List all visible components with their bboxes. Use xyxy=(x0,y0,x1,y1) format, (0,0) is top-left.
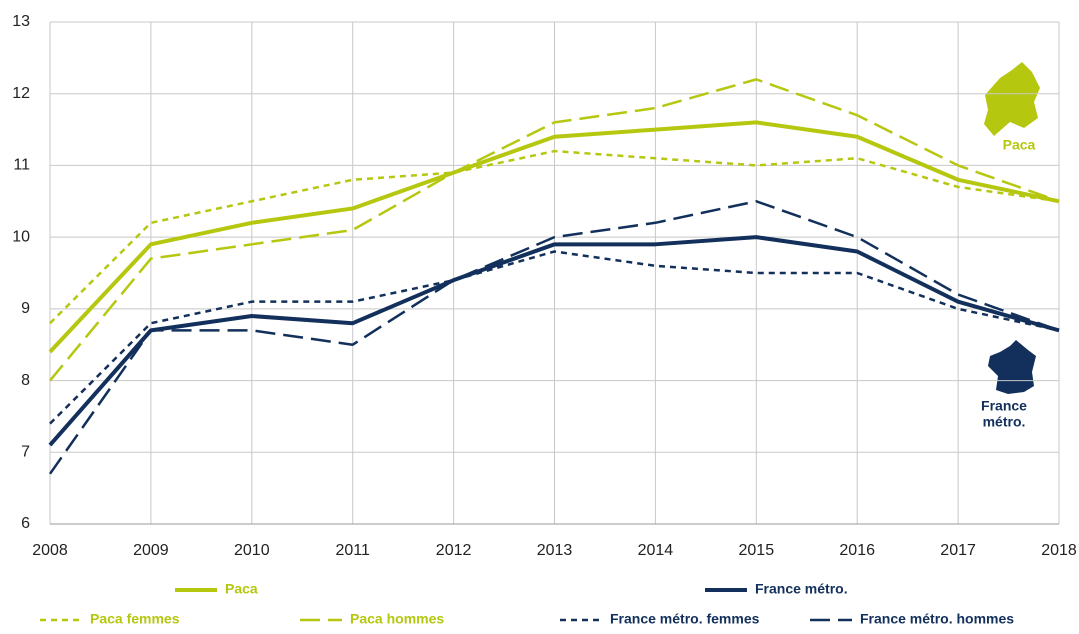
legend-label: Paca xyxy=(225,581,258,597)
x-tick-label: 2015 xyxy=(739,542,775,559)
france-map-icon xyxy=(988,340,1036,394)
annotation: Paca xyxy=(1003,137,1036,153)
series-line xyxy=(48,200,1060,475)
x-tick-label: 2009 xyxy=(133,542,169,559)
x-tick-label: 2008 xyxy=(32,542,68,559)
series-line xyxy=(49,78,1060,382)
legend-label: France métro. xyxy=(755,581,848,597)
y-tick-label: 9 xyxy=(21,300,30,317)
series-line xyxy=(48,235,1060,447)
x-tick-label: 2016 xyxy=(839,542,875,559)
y-tick-label: 13 xyxy=(12,13,30,30)
legend-label: Paca hommes xyxy=(350,611,444,627)
y-tick-label: 8 xyxy=(21,372,30,389)
y-tick-label: 12 xyxy=(12,85,30,102)
x-tick-label: 2018 xyxy=(1041,542,1077,559)
annotation: France xyxy=(981,398,1027,414)
paca-map-icon xyxy=(984,62,1040,136)
y-tick-label: 10 xyxy=(12,228,30,245)
legend-label: France métro. femmes xyxy=(610,611,760,627)
x-tick-label: 2010 xyxy=(234,542,270,559)
series-line xyxy=(49,149,1060,325)
x-tick-label: 2017 xyxy=(940,542,976,559)
annotation: métro. xyxy=(983,414,1026,430)
series-line xyxy=(49,250,1060,425)
legend-label: France métro. hommes xyxy=(860,611,1014,627)
series-line xyxy=(48,120,1060,354)
x-tick-label: 2011 xyxy=(335,542,370,559)
y-tick-label: 6 xyxy=(21,515,30,532)
y-tick-label: 7 xyxy=(21,444,30,461)
x-tick-label: 2013 xyxy=(537,542,573,559)
x-tick-label: 2014 xyxy=(638,542,674,559)
x-tick-label: 2012 xyxy=(436,542,472,559)
legend-label: Paca femmes xyxy=(90,611,180,627)
y-tick-label: 11 xyxy=(13,157,30,174)
